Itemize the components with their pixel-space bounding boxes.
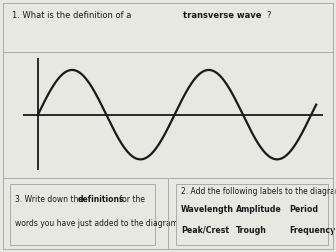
Text: Period: Period <box>289 205 318 214</box>
FancyBboxPatch shape <box>10 184 155 245</box>
Text: Frequency: Frequency <box>289 226 335 235</box>
Text: transverse wave: transverse wave <box>183 11 262 20</box>
Text: Peak/Crest: Peak/Crest <box>181 226 229 235</box>
Text: ?: ? <box>266 11 270 20</box>
Text: for the: for the <box>117 195 144 204</box>
Text: 1. What is the definition of a: 1. What is the definition of a <box>11 11 134 20</box>
Text: 3. Write down the: 3. Write down the <box>15 195 85 204</box>
FancyBboxPatch shape <box>176 184 328 245</box>
Text: words you have just added to the diagram.: words you have just added to the diagram… <box>15 219 180 228</box>
Text: Trough: Trough <box>236 226 267 235</box>
Text: 2. Add the following labels to the diagram:: 2. Add the following labels to the diagr… <box>181 187 336 196</box>
Text: definitions: definitions <box>78 195 124 204</box>
Text: Amplitude: Amplitude <box>236 205 282 214</box>
Text: Wavelength: Wavelength <box>181 205 234 214</box>
